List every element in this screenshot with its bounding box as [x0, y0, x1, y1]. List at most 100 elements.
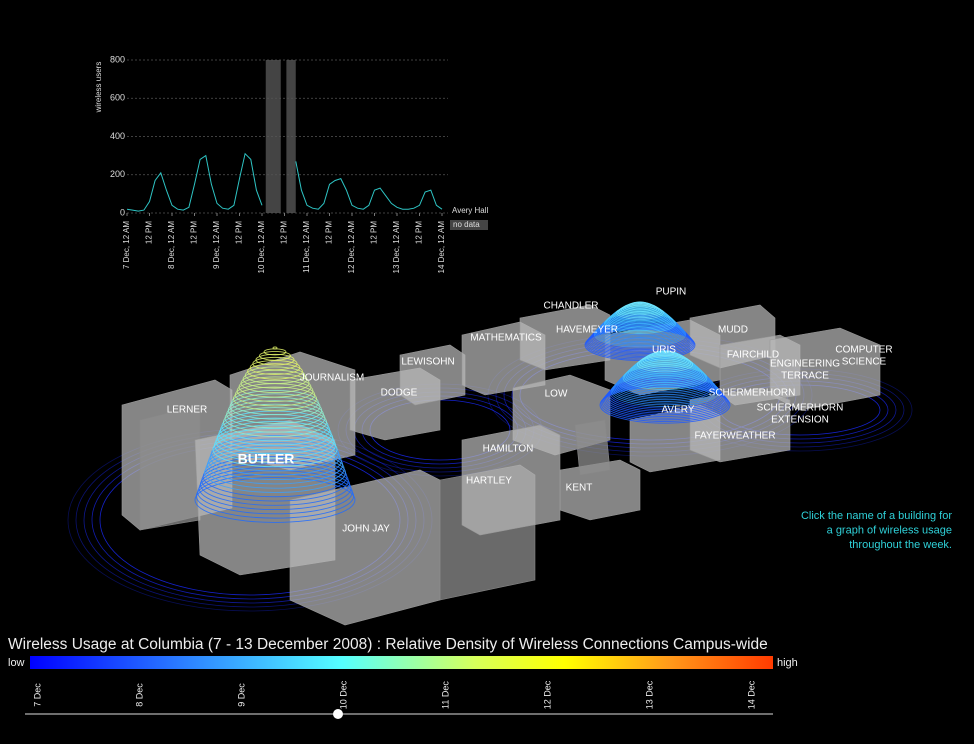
line-chart: wireless users 0 200 400 600 800 7 Dec, 12 AM… [94, 54, 488, 273]
density-peaks [194, 301, 731, 523]
contour [610, 375, 720, 407]
contour [621, 366, 709, 392]
building-shape [139, 404, 201, 531]
building-label[interactable]: SCHERMERHORN [709, 388, 796, 399]
contour [240, 373, 310, 394]
color-bar [30, 656, 773, 669]
contour [597, 317, 683, 343]
contour [617, 305, 663, 319]
x-tick-label: 11 Dec, 12 AM [302, 221, 311, 273]
x-tick-label: 12 PM [325, 221, 334, 244]
building-label[interactable]: TERRACE [781, 371, 829, 382]
contour [224, 403, 326, 433]
contour [202, 456, 348, 498]
contour [618, 368, 712, 396]
building-label[interactable]: KENT [566, 483, 593, 494]
contour [619, 304, 661, 317]
building-label[interactable]: LERNER [167, 405, 208, 416]
x-tick-label: 12 PM [190, 221, 199, 244]
legend-label: Avery Hall [452, 206, 489, 215]
contour [626, 362, 704, 385]
building-label[interactable]: FAYERWEATHER [694, 431, 775, 442]
building-label[interactable]: SCHERMERHORN [757, 403, 844, 414]
contour [610, 308, 670, 326]
contour [216, 421, 334, 455]
building-label[interactable]: BUTLER [238, 451, 295, 467]
x-tick-label: 13 Dec, 12 AM [392, 221, 401, 274]
legend-low: low [8, 657, 25, 669]
building-label[interactable]: FAIRCHILD [727, 350, 779, 361]
contour [236, 379, 314, 402]
timeline-label: 11 Dec [440, 681, 450, 709]
building-label[interactable]: HAMILTON [483, 444, 534, 455]
building-label[interactable]: EXTENSION [771, 415, 829, 426]
contour [259, 350, 291, 361]
contour [614, 306, 666, 322]
contour [599, 386, 731, 424]
timeline-label: 12 Dec [542, 680, 552, 709]
contour [623, 364, 707, 389]
building-label[interactable]: PUPIN [656, 287, 687, 298]
contour [232, 386, 318, 411]
contour [629, 360, 701, 382]
contour [229, 393, 321, 420]
contour [589, 325, 691, 355]
contour [635, 356, 695, 375]
contour [215, 424, 335, 459]
building-label[interactable]: SCIENCE [842, 357, 887, 368]
building-label[interactable]: JOHN JAY [342, 524, 390, 535]
contour [646, 351, 684, 363]
legend-high: high [777, 657, 798, 669]
timeline-label: 7 Dec [32, 683, 42, 707]
contour [218, 417, 332, 450]
contour [587, 326, 693, 357]
building-label[interactable]: URIS [652, 345, 676, 356]
contour [608, 377, 722, 411]
building-label[interactable]: MATHEMATICS [470, 333, 542, 344]
timeline-label: 14 Dec [746, 680, 756, 709]
timeline-label: 13 Dec [644, 680, 654, 709]
contour [636, 356, 694, 373]
contour [662, 350, 668, 354]
y-tick-label: 0 [120, 207, 125, 217]
building-label[interactable]: LOW [545, 389, 568, 400]
building-label[interactable]: MUDD [718, 325, 748, 336]
building-label[interactable]: CHANDLER [543, 301, 598, 312]
building-label[interactable]: DODGE [381, 388, 418, 399]
contour [206, 445, 344, 485]
timeline-label: 10 Dec [338, 680, 348, 709]
building-label[interactable]: AVERY [662, 405, 695, 416]
timeline[interactable]: 7 Dec 8 Dec 9 Dec 10 Dec 11 Dec 12 Dec 13 Dec 1… [25, 680, 773, 719]
timeline-slider[interactable] [333, 709, 343, 719]
contour [199, 463, 351, 506]
contour [252, 356, 298, 371]
hint-line: Click the name of a building for [801, 510, 952, 522]
contour [624, 302, 656, 313]
data-line [126, 152, 443, 212]
contour [209, 438, 341, 476]
hint-line: throughout the week. [849, 539, 952, 551]
contour [194, 477, 356, 523]
building-label[interactable]: HARTLEY [466, 476, 512, 487]
contour [221, 410, 329, 442]
contour [272, 346, 278, 350]
contour [637, 301, 643, 305]
x-tick-label: 12 PM [370, 221, 379, 244]
contour [247, 363, 303, 380]
contour [238, 376, 312, 398]
building-label[interactable]: LEWISOHN [401, 357, 454, 368]
building-label[interactable]: HAVEMEYER [556, 325, 618, 336]
x-tick-label: 9 Dec, 12 AM [212, 221, 221, 269]
building-label[interactable]: ENGINEERING [770, 359, 840, 370]
building-label[interactable]: JOURNALISM [300, 373, 364, 384]
x-tick-label: 12 Dec, 12 AM [347, 221, 356, 274]
contour [226, 400, 324, 429]
contour [632, 358, 698, 378]
building-label[interactable]: COMPUTER [835, 345, 892, 356]
timeline-label: 9 Dec [236, 683, 246, 707]
legend-title: Wireless Usage at Columbia (7 - 13 Decem… [8, 636, 768, 653]
contour [197, 470, 353, 515]
contour [605, 381, 725, 416]
y-tick-label: 200 [110, 169, 125, 179]
